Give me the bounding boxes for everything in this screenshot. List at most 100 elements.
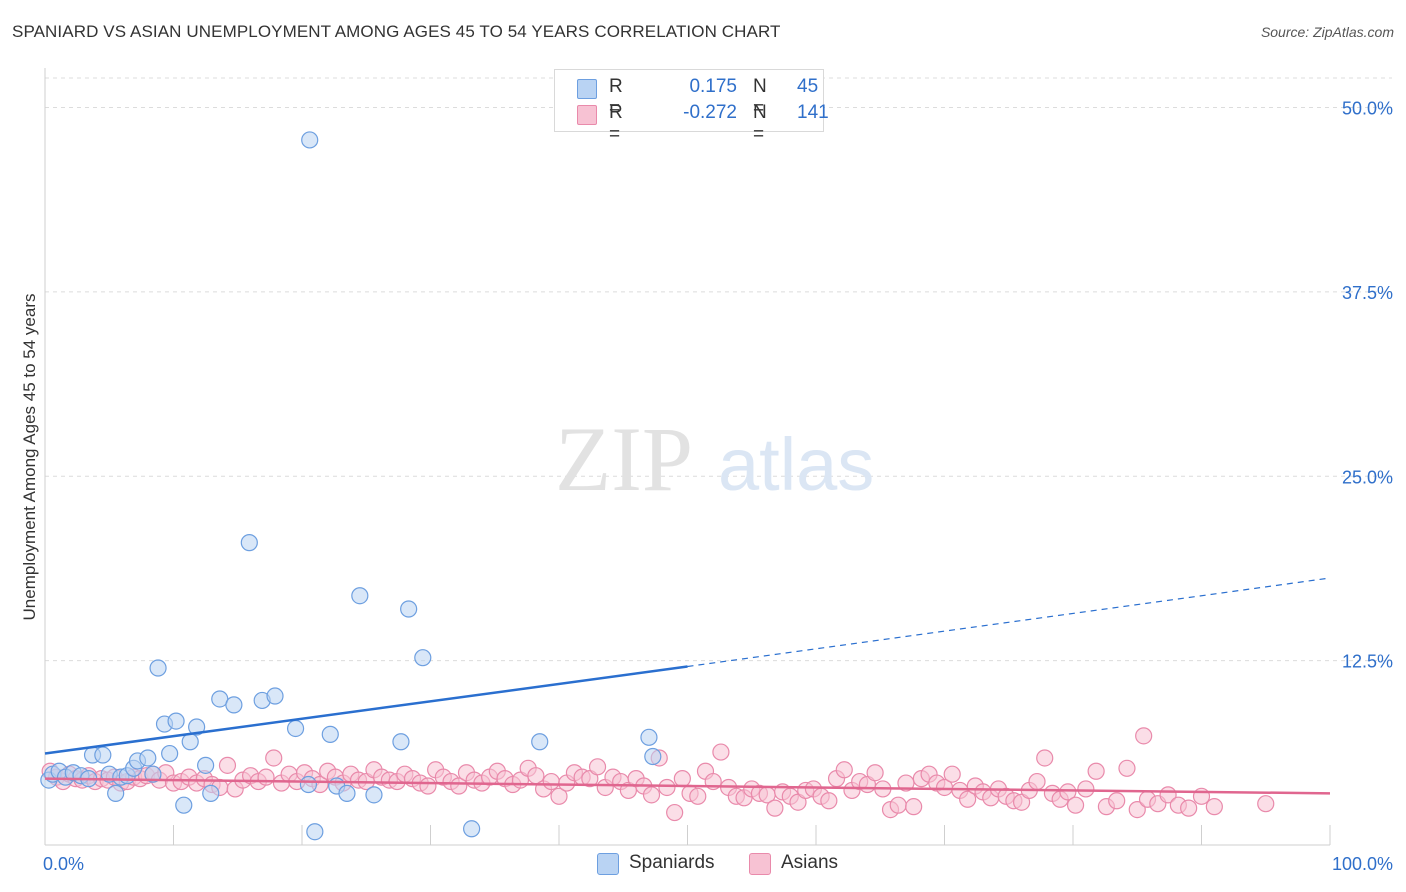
asians-point <box>1077 780 1095 798</box>
asians-point <box>666 803 684 822</box>
spaniards-point <box>286 719 305 738</box>
legend-n-value: 45 <box>797 76 819 97</box>
spaniards-point <box>225 696 243 714</box>
asians-point <box>1028 772 1046 791</box>
spaniards-point <box>338 784 356 802</box>
legend-r-label: R = <box>609 76 623 119</box>
legend-r-value: -0.272 <box>683 102 737 123</box>
spaniards-swatch <box>577 79 597 99</box>
asians-point <box>257 768 275 786</box>
legend-n-label: N = <box>753 76 767 119</box>
axis-labels: 12.5% 25.0% 37.5% 50.0% 0.0% 100.0% Unemployme… <box>20 99 1393 875</box>
asians-point <box>673 770 691 788</box>
watermark-atlas: atlas <box>718 423 874 506</box>
y-tick-label: 37.5% <box>1342 283 1393 303</box>
spaniards-point <box>392 733 410 751</box>
y-tick-label: 12.5% <box>1342 652 1393 672</box>
grid-lines <box>45 77 1392 662</box>
spaniards-point <box>266 687 284 705</box>
spaniards-point <box>107 784 125 802</box>
legend-n-label: N = <box>753 102 767 145</box>
spaniards-point <box>531 733 549 751</box>
asians-point <box>588 758 607 776</box>
asians-point <box>897 774 915 792</box>
spaniards-point <box>414 649 432 667</box>
asians-point <box>1257 795 1275 813</box>
asians-point <box>265 749 283 767</box>
asians-point <box>1087 762 1105 780</box>
spaniards-point <box>644 747 662 766</box>
spaniards-trend-extension <box>687 577 1331 668</box>
spaniards-point <box>139 749 157 767</box>
source-label: Source: ZipAtlas.com <box>1260 24 1394 40</box>
asians-point <box>866 764 884 782</box>
spaniards-point <box>301 131 319 149</box>
trend-lines <box>44 577 1331 795</box>
spaniards-point <box>197 756 215 774</box>
asians-point <box>1118 759 1136 777</box>
asians-point <box>1036 749 1054 767</box>
asians-trend-line <box>44 777 1331 795</box>
asians-point <box>1059 783 1077 801</box>
spaniards-point <box>144 765 162 783</box>
spaniards-point <box>94 746 112 764</box>
spaniards-point <box>640 728 658 746</box>
spaniards-point <box>181 733 199 751</box>
asians-point <box>905 798 923 816</box>
spaniards-point <box>321 725 339 743</box>
asians-point <box>689 787 707 805</box>
legend-label: Asians <box>781 852 839 873</box>
legend-n-value: 141 <box>797 102 829 123</box>
axis-ticks <box>44 825 1331 845</box>
asians-point <box>642 786 661 804</box>
correlation-legend: R = 0.175 N = 45 R = -0.272 N = 141 <box>554 69 829 145</box>
spaniards-point <box>351 587 369 605</box>
legend-label: Spaniards <box>629 852 715 873</box>
spaniards-point <box>175 796 193 814</box>
y-axis-label: Unemployment Among Ages 45 to 54 years <box>20 294 39 621</box>
legend-r-label: R = <box>609 102 623 145</box>
asians-points <box>41 727 1275 822</box>
x-tick-label: 0.0% <box>43 854 84 874</box>
asians-point <box>1128 800 1146 819</box>
spaniards-point <box>299 775 318 794</box>
spaniards-point <box>365 786 383 804</box>
asians-point <box>218 756 237 774</box>
asians-point <box>419 777 437 795</box>
asians-point <box>1205 798 1223 816</box>
spaniards-point <box>149 659 167 677</box>
spaniards-trend-line <box>44 665 688 755</box>
asians-point <box>1066 796 1085 814</box>
spaniards-point <box>167 712 185 730</box>
asians-point <box>835 761 853 779</box>
asians-point <box>820 792 838 810</box>
legend-r-value: 0.175 <box>689 76 737 97</box>
asians-point <box>1135 727 1153 745</box>
asians-point <box>658 778 676 797</box>
asians-point <box>542 772 560 791</box>
asians-point <box>959 790 977 808</box>
spaniards-point <box>202 784 220 802</box>
asians-point <box>450 777 468 795</box>
x-tick-label: 100.0% <box>1332 854 1393 874</box>
asians-point <box>943 765 961 783</box>
spaniards-point <box>188 718 206 736</box>
spaniards-swatch <box>597 853 619 875</box>
asians-point <box>1180 799 1198 817</box>
asians-point <box>889 796 907 814</box>
asians-point <box>1108 792 1126 810</box>
spaniards-point <box>240 534 258 552</box>
spaniards-point <box>400 600 418 618</box>
asians-point <box>550 787 568 805</box>
asians-point <box>712 743 730 761</box>
y-tick-label: 50.0% <box>1342 99 1393 119</box>
asians-swatch <box>577 105 597 125</box>
asians-swatch <box>749 853 771 875</box>
chart-title: SPANIARD VS ASIAN UNEMPLOYMENT AMONG AGE… <box>12 22 781 41</box>
spaniards-point <box>306 823 324 841</box>
spaniards-point <box>463 820 481 838</box>
watermark: ZIP atlas <box>555 408 874 510</box>
watermark-zip: ZIP <box>555 408 693 510</box>
spaniards-point <box>161 744 179 763</box>
